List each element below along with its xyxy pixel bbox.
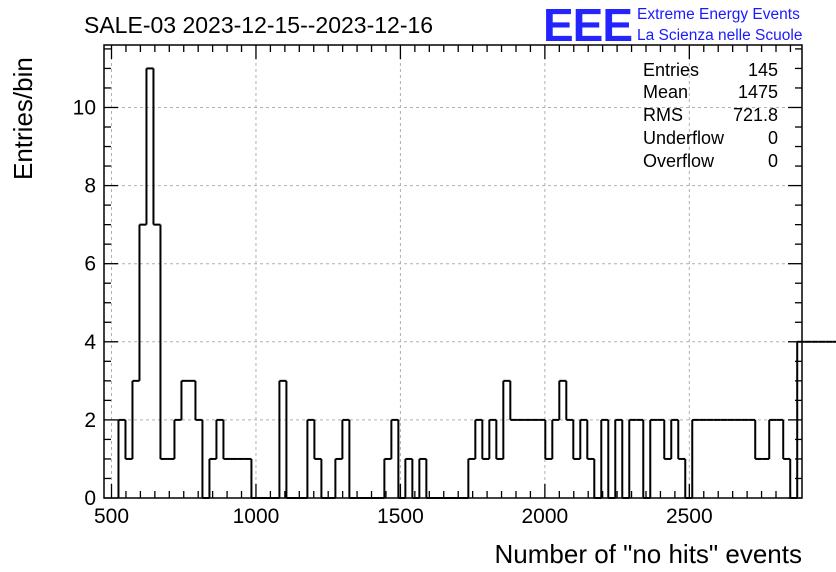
stats-value-rms: 721.8 xyxy=(733,105,778,125)
logo-line-1: Extreme Energy Events xyxy=(637,6,800,23)
axis-ticks xyxy=(104,45,802,499)
x-tick-label: 2500 xyxy=(666,505,713,528)
tick-labels: 500 1000 1500 2000 2500 0 2 4 6 8 10 xyxy=(73,96,713,528)
eee-logo: EEE Extreme Energy Events La Scienza nel… xyxy=(543,0,802,51)
stats-label-mean: Mean xyxy=(643,82,688,102)
y-axis-title: Entries/bin xyxy=(8,57,38,180)
grid-lines xyxy=(104,45,802,498)
y-tick-label: 10 xyxy=(73,96,96,119)
stats-value-mean: 1475 xyxy=(738,82,778,102)
stats-label-overflow: Overflow xyxy=(643,151,715,171)
x-tick-label: 1500 xyxy=(377,505,424,528)
stats-value-overflow: 0 xyxy=(768,151,778,171)
y-tick-label: 8 xyxy=(84,175,96,198)
y-tick-label: 6 xyxy=(84,253,96,276)
x-tick-label: 2000 xyxy=(522,505,569,528)
y-tick-label: 2 xyxy=(84,409,96,432)
stats-value-underflow: 0 xyxy=(768,128,778,148)
histogram-step-line xyxy=(117,67,836,499)
stats-label-rms: RMS xyxy=(643,105,683,125)
logo-line-2: La Scienza nelle Scuole xyxy=(637,27,802,44)
x-tick-label: 1000 xyxy=(233,505,280,528)
eee-logo-mark: EEE xyxy=(543,0,632,51)
stats-value-entries: 145 xyxy=(748,60,778,80)
stats-label-entries: Entries xyxy=(643,60,699,80)
y-tick-label: 4 xyxy=(84,331,96,354)
x-tick-label: 500 xyxy=(94,505,129,528)
stats-label-underflow: Underflow xyxy=(643,128,725,148)
x-axis-title: Number of "no hits" events xyxy=(495,539,803,569)
y-tick-label: 0 xyxy=(84,487,96,510)
stats-box: Entries 145 Mean 1475 RMS 721.8 Underflo… xyxy=(643,60,778,171)
chart-title: SALE-03 2023-12-15--2023-12-16 xyxy=(84,12,433,38)
plot-frame xyxy=(103,44,803,499)
